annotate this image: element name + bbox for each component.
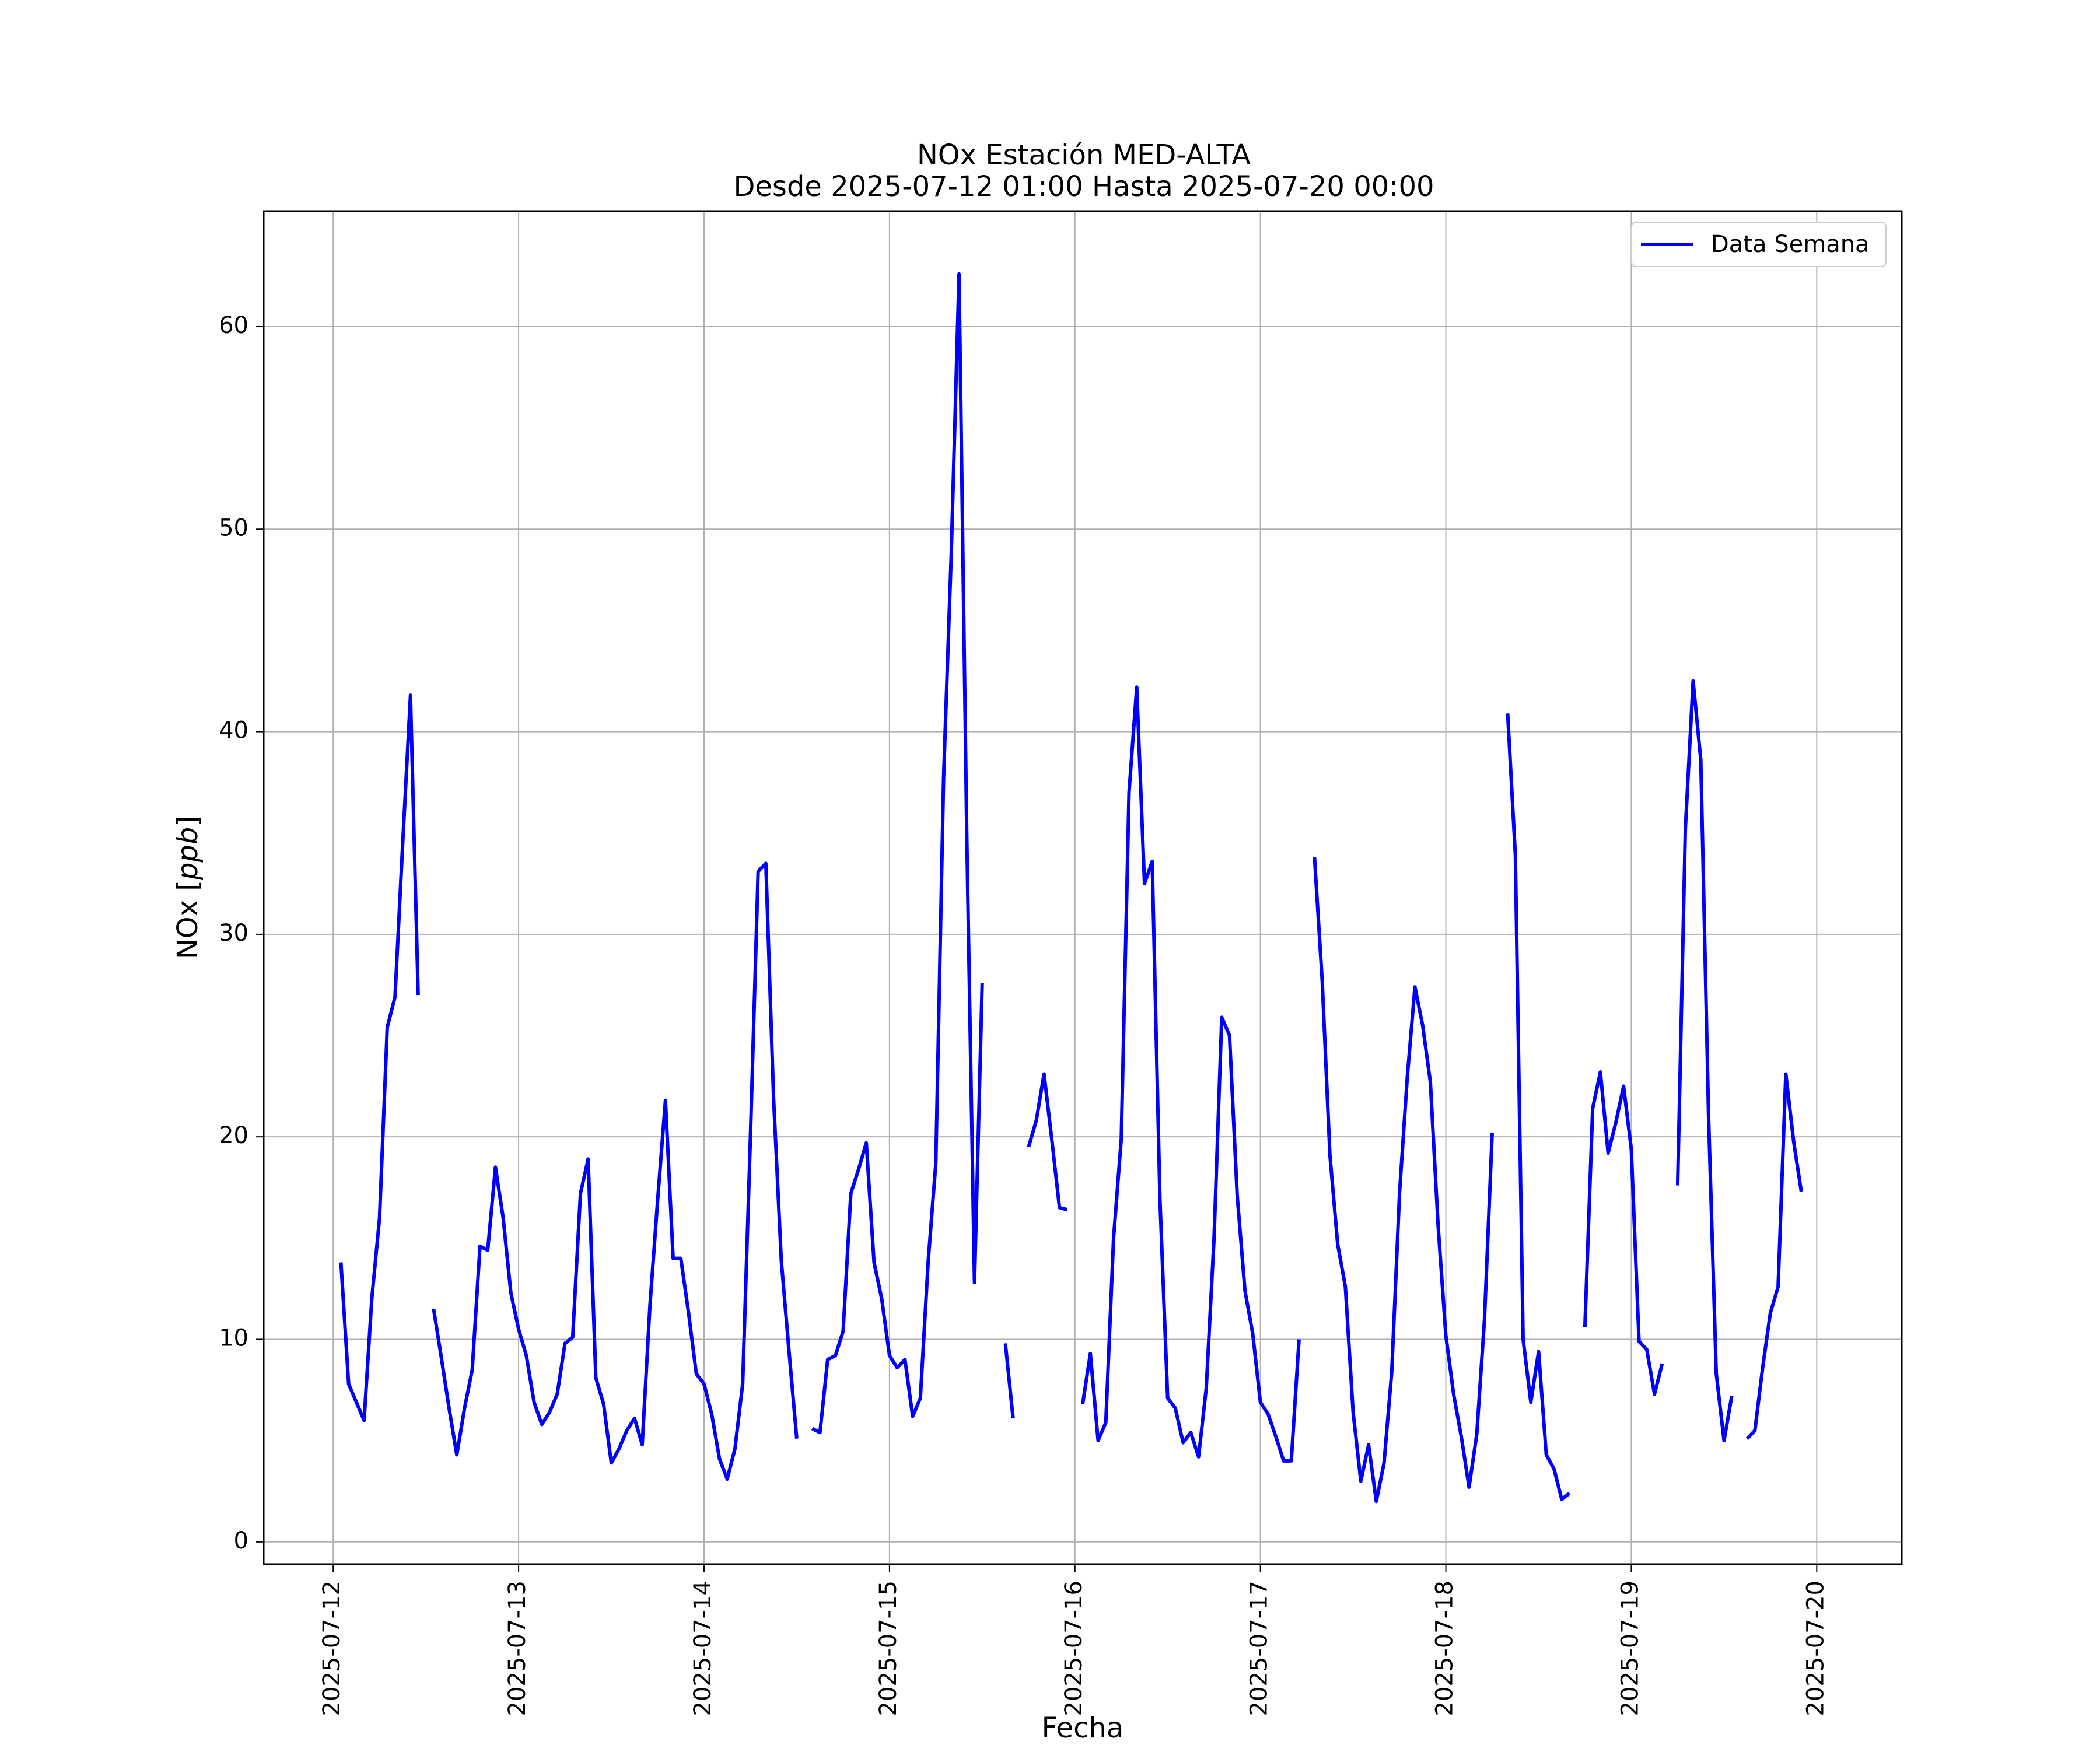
series-line-segment [1312, 857, 1494, 1504]
y-axis-label-prefix: NOx [ [172, 880, 204, 959]
series-line-segment [1745, 1072, 1803, 1440]
y-tick-label: 30 [219, 920, 249, 947]
legend-label: Data Semana [1711, 231, 1870, 258]
y-axis-ticks: 0 10 20 30 40 50 60 [219, 312, 264, 1554]
x-tick-label: 2025-07-13 [504, 1581, 531, 1716]
series-line-segment [1081, 685, 1301, 1463]
series-line-segment [432, 861, 799, 1481]
x-axis-label: Fecha [1042, 1712, 1124, 1744]
series-line-segment [1027, 1072, 1068, 1212]
plot-frame [262, 210, 1903, 1565]
legend-box [1631, 222, 1887, 267]
y-tick-label: 40 [219, 717, 249, 744]
series-line-segment [1506, 713, 1571, 1501]
y-tick-label: 60 [219, 312, 249, 339]
x-tick-label: 2025-07-16 [1060, 1581, 1087, 1716]
x-tick-label: 2025-07-18 [1432, 1581, 1458, 1716]
chart-subtitle: Desde 2025-07-12 01:00 Hasta 2025-07-20 … [733, 170, 1434, 203]
x-tick-label: 2025-07-19 [1616, 1581, 1643, 1716]
y-axis-label: NOx [ppb] [172, 816, 204, 959]
data-series [339, 272, 1803, 1504]
grid [264, 211, 1902, 1564]
x-tick-label: 2025-07-17 [1246, 1581, 1273, 1716]
y-tick-label: 50 [219, 514, 249, 541]
y-axis-label-unit: ppb [172, 827, 204, 881]
series-line-segment [1675, 679, 1734, 1443]
x-tick-label: 2025-07-14 [690, 1581, 716, 1716]
legend: Data Semana [1631, 222, 1887, 267]
y-tick-label: 10 [219, 1324, 249, 1351]
x-tick-label: 2025-07-15 [875, 1581, 902, 1716]
chart-title: NOx Estación MED-ALTA [917, 139, 1251, 171]
x-tick-label: 2025-07-12 [318, 1581, 345, 1716]
y-axis-label-suffix: ] [172, 816, 204, 827]
series-line-segment [1583, 1070, 1664, 1396]
series-line-segment [1003, 1343, 1015, 1419]
series-line-segment [811, 272, 984, 1435]
y-tick-label: 20 [219, 1122, 249, 1149]
x-tick-label: 2025-07-20 [1802, 1581, 1829, 1716]
series-line-segment [339, 693, 420, 1422]
y-tick-label: 0 [234, 1527, 249, 1554]
x-axis-ticks: 2025-07-12 2025-07-13 2025-07-14 2025-07-15… [318, 1564, 1829, 1716]
